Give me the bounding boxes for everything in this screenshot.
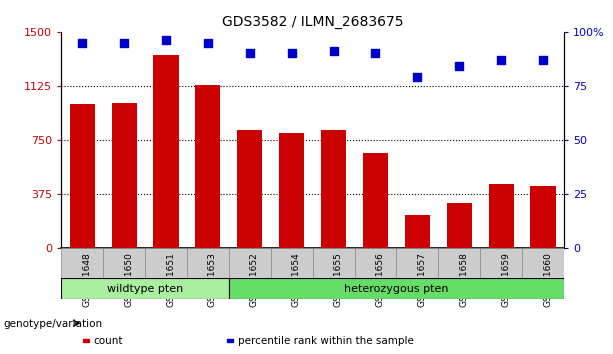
Point — [454, 64, 464, 69]
Text: GSM471656: GSM471656 — [375, 252, 384, 307]
Bar — [313, 248, 354, 278]
Text: GSM471648: GSM471648 — [82, 252, 91, 307]
Bar — [112, 103, 137, 248]
Text: GSM471651: GSM471651 — [166, 252, 175, 307]
Point — [203, 40, 213, 45]
Bar — [522, 248, 564, 278]
Text: GSM471659: GSM471659 — [501, 252, 510, 307]
Bar — [447, 203, 472, 248]
Bar — [438, 248, 480, 278]
Bar — [61, 248, 103, 278]
Text: GSM471660: GSM471660 — [543, 252, 552, 307]
Bar — [363, 153, 388, 248]
Text: GSM471653: GSM471653 — [208, 252, 217, 307]
Bar — [196, 85, 221, 248]
Point — [413, 74, 422, 80]
Bar — [229, 278, 564, 299]
Text: GSM471652: GSM471652 — [250, 252, 259, 307]
Text: GSM471655: GSM471655 — [333, 252, 343, 307]
Text: wildtype pten: wildtype pten — [107, 284, 183, 293]
Bar — [227, 339, 233, 342]
Text: GSM471650: GSM471650 — [124, 252, 133, 307]
Point — [538, 57, 548, 63]
Bar — [271, 248, 313, 278]
Bar — [530, 186, 555, 248]
Text: GSM471658: GSM471658 — [459, 252, 468, 307]
Bar — [61, 278, 229, 299]
Point — [161, 38, 171, 43]
Text: percentile rank within the sample: percentile rank within the sample — [238, 336, 414, 346]
Bar — [405, 215, 430, 248]
Point — [370, 51, 380, 56]
Point — [497, 57, 506, 63]
Text: genotype/variation: genotype/variation — [3, 319, 102, 329]
Point — [245, 51, 255, 56]
Bar — [70, 104, 95, 248]
Text: count: count — [94, 336, 123, 346]
Text: heterozygous pten: heterozygous pten — [344, 284, 449, 293]
Text: GSM471657: GSM471657 — [417, 252, 427, 307]
Title: GDS3582 / ILMN_2683675: GDS3582 / ILMN_2683675 — [222, 16, 403, 29]
Point — [329, 48, 338, 54]
Bar — [321, 130, 346, 248]
Bar — [354, 248, 397, 278]
Bar — [480, 248, 522, 278]
Bar — [489, 184, 514, 248]
Bar — [83, 339, 89, 342]
Bar — [103, 248, 145, 278]
Text: GSM471654: GSM471654 — [292, 252, 301, 307]
Point — [119, 40, 129, 45]
Bar — [187, 248, 229, 278]
Bar — [153, 55, 178, 248]
Point — [287, 51, 297, 56]
Bar — [279, 133, 304, 248]
Point — [77, 40, 87, 45]
Bar — [229, 248, 271, 278]
Bar — [145, 248, 187, 278]
Bar — [397, 248, 438, 278]
Bar — [237, 130, 262, 248]
